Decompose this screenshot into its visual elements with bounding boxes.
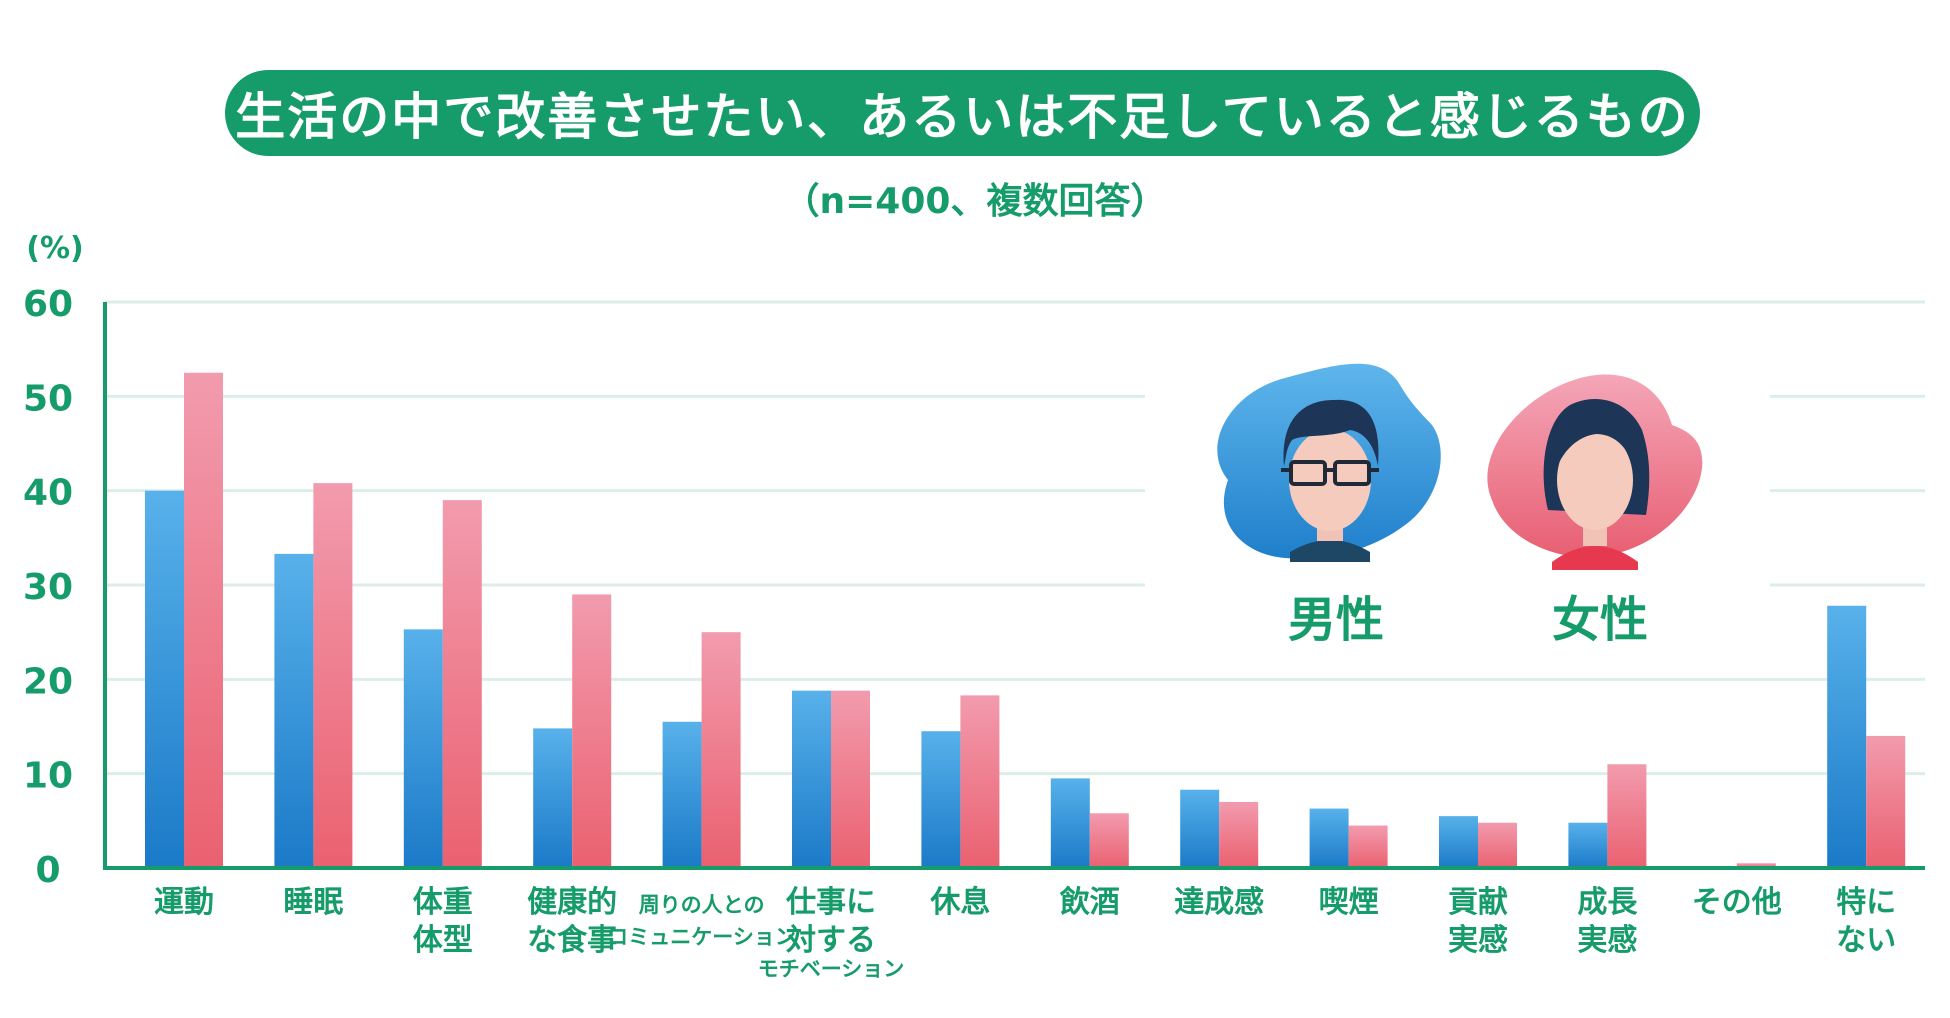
bar-male [533,728,573,868]
bar-male [1050,778,1090,868]
y-axis-label: (%) [26,231,83,266]
bar-male [274,553,314,868]
bar-female [1089,813,1129,868]
x-tick-label: 周りの人との [639,893,765,917]
x-tick-label: 仕事に [785,885,876,920]
y-tick-label: 10 [23,756,73,797]
chart-subtitle: （n=400、複数回答） [783,181,1167,222]
x-tick-label: ない [1836,923,1896,958]
bar-female [960,695,1000,868]
x-tick-label: 実感 [1577,923,1637,958]
y-tick-label: 30 [23,567,73,608]
bar-male [1309,808,1349,868]
y-tick-label: 0 [35,850,60,891]
bar-female [313,483,353,868]
bar-female [831,690,870,868]
x-tick-label: な食事 [527,923,617,958]
x-tick-label: 体重 [413,885,473,920]
x-tick-label: 特に [1836,885,1896,920]
x-tick-label: 実感 [1448,923,1508,958]
bar-female [1348,825,1388,868]
bar-female [1736,863,1776,868]
bar-male [1180,789,1220,868]
bar-male [1439,816,1478,868]
x-tick-label: 喫煙 [1319,885,1379,920]
bar-female [1219,801,1259,868]
x-tick-label: コミュニケーション [607,925,796,949]
bar-male [1827,605,1867,868]
legend-female-label: 女性 [1552,592,1649,648]
x-tick-label: 達成感 [1174,885,1264,920]
bar-male [145,490,184,868]
x-tick-label: 貢献 [1448,885,1508,920]
x-tick-label: モチベーション [758,957,905,981]
y-tick-label: 60 [23,284,73,325]
chart-title: 生活の中で改善させたい、あるいは不足していると感じるもの [225,70,1700,156]
bar-male [403,629,443,868]
bar-female [184,372,223,868]
female-avatar-icon [1487,374,1703,570]
y-tick-label: 50 [23,378,73,419]
bar-female [701,632,741,868]
x-tick-label: 体型 [413,923,473,958]
x-tick-label: 成長 [1577,885,1638,920]
x-tick-label: 運動 [154,885,214,920]
bar-female [1478,822,1517,868]
x-tick-label: 健康的 [527,885,617,920]
bar-male [792,690,831,868]
x-tick-label: 睡眠 [283,885,343,920]
x-tick-label: 休息 [929,885,990,920]
bar-male [1568,822,1608,868]
bar-female [442,500,482,868]
axes [103,302,1925,870]
male-avatar-icon [1217,363,1441,562]
bar-female [1607,764,1647,868]
x-tick-label: 飲酒 [1060,885,1120,920]
bar-female [572,594,612,868]
legend-male-label: 男性 [1288,592,1385,648]
y-tick-label: 40 [23,473,73,514]
bars [145,372,1906,868]
x-tick-label: その他 [1692,885,1782,920]
bar-female [1866,735,1906,868]
bar-male [921,731,961,868]
x-tick-label: 対する [786,923,876,958]
y-tick-label: 20 [23,661,73,702]
bar-male [662,721,702,868]
